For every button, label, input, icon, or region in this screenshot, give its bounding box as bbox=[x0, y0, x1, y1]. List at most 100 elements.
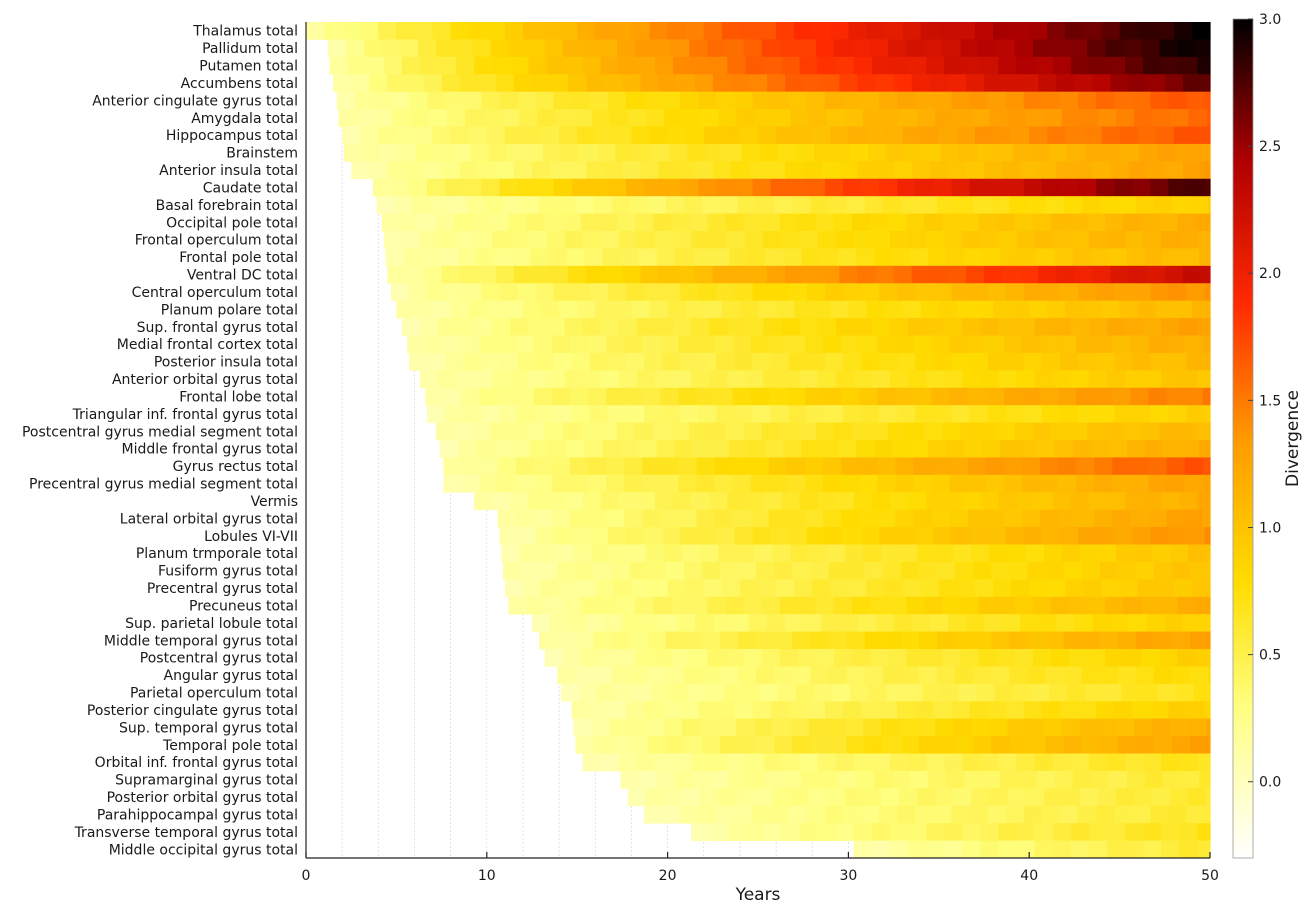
heatmap-cell bbox=[698, 178, 718, 197]
heatmap-cell bbox=[454, 213, 473, 232]
heatmap-cell bbox=[510, 231, 529, 249]
heatmap-cell bbox=[472, 422, 492, 441]
heatmap-cell bbox=[1081, 666, 1101, 685]
heatmap-cell bbox=[908, 492, 927, 511]
heatmap-cell bbox=[618, 492, 638, 511]
heatmap-cell bbox=[964, 770, 983, 789]
heatmap-cell bbox=[776, 579, 795, 598]
colorbar-tick-label: 3.0 bbox=[1259, 12, 1281, 28]
heatmap-cell bbox=[616, 213, 636, 232]
heatmap-cell bbox=[629, 631, 649, 650]
heatmap-cell bbox=[691, 56, 710, 75]
heatmap-cell bbox=[1153, 561, 1173, 580]
heatmap-cell bbox=[347, 56, 367, 75]
heatmap-cell bbox=[1200, 265, 1211, 284]
heatmap-cell bbox=[1202, 457, 1211, 476]
heatmap-cell bbox=[1090, 248, 1110, 267]
heatmap-cell bbox=[701, 666, 721, 685]
heatmap-cell bbox=[842, 178, 862, 197]
heatmap-cell bbox=[1087, 422, 1106, 441]
heatmap-cell bbox=[806, 283, 826, 302]
heatmap-cell bbox=[673, 231, 692, 249]
heatmap-cell bbox=[535, 283, 555, 302]
heatmap-cell bbox=[680, 91, 699, 110]
heatmap-cell bbox=[457, 440, 477, 458]
heatmap-cell bbox=[1041, 91, 1061, 110]
heatmap-cell bbox=[960, 596, 980, 615]
heatmap-cell bbox=[866, 579, 886, 598]
heatmap-cell bbox=[908, 318, 927, 336]
heatmap-cell bbox=[532, 265, 551, 284]
heatmap-cell bbox=[479, 387, 499, 406]
heatmap-cell bbox=[412, 196, 432, 214]
heatmap-cell bbox=[1188, 788, 1207, 807]
heatmap-cell bbox=[790, 718, 810, 737]
heatmap-cell bbox=[788, 178, 808, 197]
heatmap-cell bbox=[530, 440, 549, 458]
heatmap-cell bbox=[1200, 161, 1211, 180]
heatmap-cell bbox=[852, 422, 871, 441]
heatmap-cell bbox=[1097, 718, 1117, 737]
heatmap-cell bbox=[1162, 248, 1182, 267]
heatmap-cell bbox=[841, 335, 860, 354]
heatmap-cell bbox=[938, 579, 958, 598]
heatmap-cell bbox=[532, 161, 551, 180]
heatmap-cell bbox=[756, 631, 775, 650]
heatmap-cell bbox=[754, 544, 774, 563]
heatmap-cell bbox=[933, 178, 953, 197]
heatmap-cell bbox=[539, 196, 558, 214]
heatmap-cell bbox=[893, 265, 913, 284]
heatmap-cell bbox=[1208, 736, 1211, 754]
heatmap-cell bbox=[734, 178, 754, 197]
heatmap-cell bbox=[569, 509, 589, 528]
heatmap-cell bbox=[958, 143, 978, 162]
heatmap-cell bbox=[1094, 335, 1113, 354]
heatmap-cell bbox=[1137, 126, 1157, 145]
heatmap-cell bbox=[602, 248, 622, 267]
heatmap-cell bbox=[729, 248, 748, 267]
heatmap-cell bbox=[812, 579, 831, 598]
heatmap-cell bbox=[859, 457, 878, 476]
heatmap-cell bbox=[879, 352, 898, 371]
heatmap-cell bbox=[1011, 126, 1030, 145]
heatmap-cell bbox=[1058, 474, 1077, 493]
heatmap-cell bbox=[777, 143, 797, 162]
heatmap-cell bbox=[980, 840, 1000, 859]
heatmap-cell bbox=[589, 283, 609, 302]
heatmap-cell bbox=[593, 196, 613, 214]
heatmap-cell bbox=[629, 196, 649, 214]
heatmap-cell bbox=[428, 109, 448, 127]
heatmap-cell bbox=[461, 387, 481, 406]
heatmap-cell bbox=[1061, 109, 1081, 127]
row-label: Sup. frontal gyrus total bbox=[137, 320, 298, 336]
heatmap-cell bbox=[1172, 196, 1191, 214]
heatmap-cell bbox=[949, 387, 969, 406]
heatmap-cell bbox=[864, 561, 884, 580]
row-label: Triangular inf. frontal gyrus total bbox=[72, 407, 298, 423]
heatmap-cell bbox=[1134, 718, 1153, 737]
heatmap-cell bbox=[741, 683, 761, 702]
heatmap-cell bbox=[701, 631, 721, 650]
heatmap-cell bbox=[1173, 126, 1193, 145]
heatmap-cell bbox=[718, 788, 737, 807]
heatmap-cell bbox=[1170, 109, 1189, 127]
heatmap-cell bbox=[884, 22, 904, 40]
heatmap-cell bbox=[842, 701, 862, 720]
heatmap-cell bbox=[770, 405, 790, 423]
colorbar-tick-label: 1.5 bbox=[1259, 393, 1281, 409]
heatmap-cell bbox=[835, 753, 855, 772]
heatmap-cell bbox=[814, 683, 833, 702]
heatmap-cell bbox=[1132, 283, 1151, 302]
heatmap-cell bbox=[969, 283, 989, 302]
heatmap-cell bbox=[1092, 74, 1112, 93]
heatmap-cell bbox=[620, 770, 640, 789]
heatmap-cell bbox=[908, 753, 927, 772]
heatmap-cell bbox=[1157, 143, 1177, 162]
colorbar-tick-label: 0.0 bbox=[1259, 775, 1281, 791]
heatmap-cell bbox=[1021, 509, 1041, 528]
heatmap-cell bbox=[1134, 544, 1153, 563]
heatmap-cell bbox=[351, 74, 370, 93]
heatmap-cell bbox=[1090, 440, 1110, 458]
heatmap-cell bbox=[985, 387, 1005, 406]
heatmap-cell bbox=[691, 370, 710, 389]
